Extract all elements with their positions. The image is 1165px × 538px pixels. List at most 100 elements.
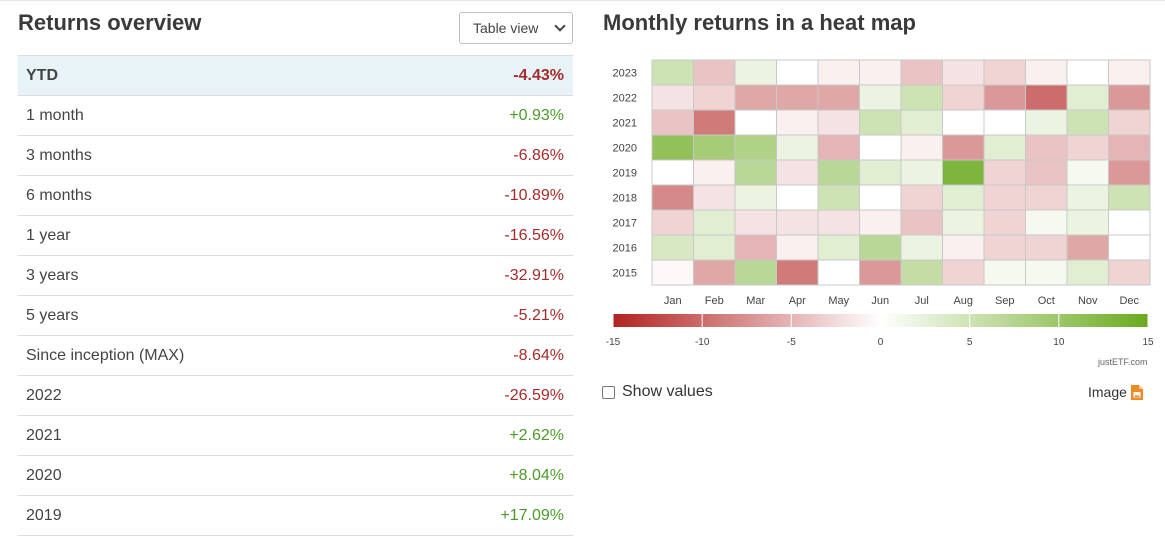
view-select[interactable]: Table view: [459, 12, 573, 44]
heatmap-cell: [651, 259, 694, 286]
heatmap-cell: [1066, 159, 1109, 186]
heatmap-cell: [942, 134, 985, 161]
returns-row-value: +0.93%: [509, 106, 564, 124]
heatmap-cell: [1066, 209, 1109, 236]
file-image-icon: [1130, 384, 1143, 400]
heatmap-cell: [900, 134, 943, 161]
heatmap-cell: [900, 84, 943, 111]
heatmap-month-label: Jun: [871, 295, 889, 307]
heatmap-month-label: Apr: [789, 295, 806, 307]
heatmap-cell: [942, 59, 985, 86]
watermark: justETF.com: [1098, 357, 1148, 367]
heatmap-cell: [1108, 159, 1151, 186]
heatmap-cell: [859, 184, 902, 211]
heatmap-cell: [900, 59, 943, 86]
heatmap-cell: [1066, 184, 1109, 211]
heatmap-cell: [734, 259, 777, 286]
colorbar-tick-label: 5: [967, 337, 973, 348]
heatmap-cell: [1066, 109, 1109, 136]
heatmap-month-label: Mar: [746, 295, 765, 307]
returns-table: YTD -4.43% 1 month +0.93% 3 months -6.86% 6 mo…: [18, 55, 573, 536]
heatmap-cell: [1066, 134, 1109, 161]
heatmap-cell: [900, 259, 943, 286]
heatmap-cell: [776, 209, 819, 236]
heatmap-cell: [651, 234, 694, 261]
returns-row-value: +2.62%: [509, 426, 564, 444]
heatmap-year-label: 2015: [613, 268, 637, 280]
returns-row-label: 5 years: [26, 306, 79, 324]
heatmap-cell: [776, 184, 819, 211]
heatmap-year-label: 2021: [613, 118, 637, 130]
heatmap-cell: [1108, 259, 1151, 286]
heatmap-cell: [776, 59, 819, 86]
heatmap-month-label: Feb: [705, 295, 724, 307]
heatmap-cell: [817, 134, 860, 161]
returns-row-label: 2020: [26, 466, 62, 484]
heatmap-cell: [693, 59, 736, 86]
returns-row-value: -5.21%: [513, 306, 564, 324]
heatmap-cell: [693, 159, 736, 186]
heatmap-cell: [1066, 59, 1109, 86]
returns-row-value: -32.91%: [504, 266, 564, 284]
heatmap-cell: [859, 134, 902, 161]
heatmap-month-label: Dec: [1119, 295, 1139, 307]
heatmap-cell: [651, 109, 694, 136]
show-values-toggle[interactable]: Show values: [602, 383, 713, 401]
heatmap-cell: [942, 109, 985, 136]
heatmap-cell: [734, 59, 777, 86]
view-select-value: Table view: [473, 20, 539, 36]
heatmap-cell: [942, 259, 985, 286]
heatmap-cell: [1025, 84, 1068, 111]
heatmap-cell: [776, 109, 819, 136]
heatmap-cell: [859, 209, 902, 236]
returns-row-label: 2022: [26, 386, 62, 404]
colorbar-tick-label: -10: [695, 337, 710, 348]
returns-row-label: 1 month: [26, 106, 84, 124]
heatmap-cell: [817, 59, 860, 86]
heatmap-cell: [817, 234, 860, 261]
heatmap-month-label: Aug: [953, 295, 973, 307]
colorbar-tick-label: -5: [787, 337, 796, 348]
heatmap-cell: [693, 84, 736, 111]
heatmap-cell: [776, 259, 819, 286]
heatmap-cell: [1025, 159, 1068, 186]
heatmap-cell: [983, 84, 1026, 111]
heatmap-cell: [651, 159, 694, 186]
heatmap-cell: [693, 134, 736, 161]
heatmap-cell: [1108, 134, 1151, 161]
heatmap-year-label: 2018: [613, 193, 637, 205]
returns-row: 2020 +8.04%: [18, 456, 573, 496]
show-values-checkbox[interactable]: [602, 385, 615, 399]
heatmap-cell: [983, 134, 1026, 161]
heatmap-cell: [734, 109, 777, 136]
heatmap-cell: [734, 159, 777, 186]
heatmap-year-label: 2019: [613, 168, 637, 180]
returns-row: 1 month +0.93%: [18, 96, 573, 136]
heatmap-cell: [983, 259, 1026, 286]
heatmap-cell: [817, 209, 860, 236]
heatmap-cell: [776, 134, 819, 161]
heatmap-cell: [983, 59, 1026, 86]
heatmap-cell: [1025, 59, 1068, 86]
heatmap-cell: [1108, 234, 1151, 261]
heatmap-chart: 2023 2022 2021 2020 2019 2018 2017 2016 2015 Jan F…: [606, 59, 1154, 348]
show-values-label: Show values: [622, 383, 713, 400]
heatmap-cell: [859, 234, 902, 261]
returns-row: 2019 +17.09%: [18, 496, 573, 536]
heatmap-cell: [942, 184, 985, 211]
returns-row: YTD -4.43%: [18, 56, 573, 96]
heatmap-cell: [859, 259, 902, 286]
image-download-button[interactable]: Image: [1088, 384, 1143, 400]
heatmap-cell: [1025, 184, 1068, 211]
heatmap-cell: [693, 209, 736, 236]
heatmap-cell: [651, 134, 694, 161]
returns-row-value: -6.86%: [513, 146, 564, 164]
heatmap-cell: [734, 184, 777, 211]
heatmap-cell: [1025, 109, 1068, 136]
heatmap-cell: [859, 84, 902, 111]
returns-row-value: -16.56%: [504, 226, 564, 244]
heatmap-cell: [859, 59, 902, 86]
heatmap-cell: [734, 209, 777, 236]
returns-row-value: -4.43%: [513, 66, 564, 84]
heatmap-year-label: 2016: [613, 243, 637, 255]
